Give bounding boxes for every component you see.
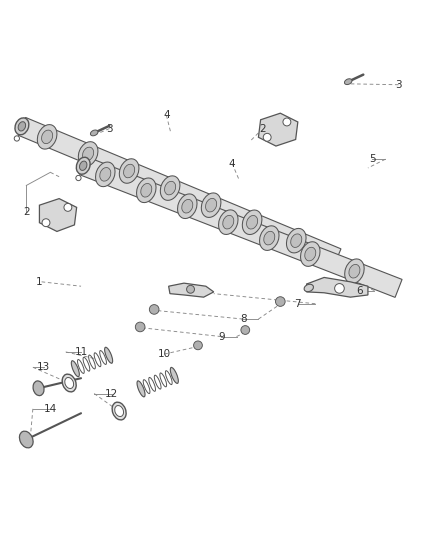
Text: 2: 2 [259, 124, 266, 134]
Polygon shape [307, 278, 368, 297]
Ellipse shape [205, 198, 217, 212]
Circle shape [149, 304, 159, 314]
Circle shape [135, 322, 145, 332]
Text: 13: 13 [37, 362, 50, 372]
Text: 5: 5 [369, 154, 376, 164]
Ellipse shape [141, 183, 152, 197]
Ellipse shape [19, 431, 33, 448]
Ellipse shape [37, 125, 57, 149]
Ellipse shape [170, 367, 178, 383]
Circle shape [64, 204, 72, 211]
Circle shape [263, 133, 271, 141]
Text: 3: 3 [106, 124, 113, 134]
Text: 10: 10 [158, 349, 171, 359]
Ellipse shape [95, 162, 115, 187]
Ellipse shape [80, 161, 87, 171]
Ellipse shape [286, 229, 306, 253]
Ellipse shape [83, 147, 94, 161]
Ellipse shape [300, 242, 320, 266]
Ellipse shape [90, 130, 98, 136]
Ellipse shape [160, 176, 180, 200]
Ellipse shape [260, 226, 279, 251]
Ellipse shape [76, 157, 90, 174]
Text: 12: 12 [105, 389, 118, 399]
Circle shape [42, 219, 50, 227]
Ellipse shape [305, 247, 316, 261]
Circle shape [187, 285, 194, 293]
Circle shape [14, 136, 19, 141]
Ellipse shape [165, 181, 176, 195]
Text: 7: 7 [294, 298, 301, 309]
Polygon shape [258, 113, 298, 146]
Circle shape [276, 297, 285, 306]
Circle shape [194, 341, 202, 350]
Ellipse shape [105, 348, 113, 364]
Text: 1: 1 [36, 277, 43, 287]
Polygon shape [18, 117, 341, 266]
Ellipse shape [65, 377, 74, 389]
Circle shape [241, 326, 250, 334]
Text: 3: 3 [395, 80, 402, 90]
Ellipse shape [33, 381, 44, 395]
Ellipse shape [62, 374, 76, 392]
Ellipse shape [344, 79, 352, 85]
Ellipse shape [247, 215, 258, 229]
Ellipse shape [242, 210, 262, 235]
Ellipse shape [124, 164, 134, 178]
Ellipse shape [201, 193, 221, 217]
Polygon shape [80, 157, 402, 297]
Ellipse shape [223, 215, 234, 229]
Text: 4: 4 [163, 110, 170, 120]
Ellipse shape [304, 284, 314, 292]
Polygon shape [169, 283, 214, 297]
Text: 9: 9 [218, 332, 225, 342]
Text: 2: 2 [23, 207, 30, 217]
Circle shape [335, 284, 344, 293]
Circle shape [76, 175, 81, 181]
Ellipse shape [71, 361, 79, 377]
Text: 6: 6 [356, 286, 363, 296]
Text: 14: 14 [44, 404, 57, 414]
Ellipse shape [78, 142, 98, 166]
Ellipse shape [177, 194, 197, 219]
Ellipse shape [182, 199, 193, 213]
Text: 11: 11 [74, 347, 88, 357]
Ellipse shape [137, 381, 145, 397]
Ellipse shape [291, 234, 302, 247]
Ellipse shape [15, 118, 29, 135]
Text: 4: 4 [229, 159, 236, 168]
Ellipse shape [137, 178, 156, 203]
Ellipse shape [119, 159, 139, 183]
Ellipse shape [349, 264, 360, 278]
Text: 8: 8 [240, 314, 247, 324]
Ellipse shape [264, 231, 275, 245]
Ellipse shape [112, 402, 126, 420]
Circle shape [283, 118, 291, 126]
Ellipse shape [219, 210, 238, 235]
Polygon shape [39, 199, 77, 231]
Ellipse shape [345, 259, 364, 284]
Ellipse shape [18, 122, 26, 131]
Ellipse shape [100, 167, 111, 181]
Ellipse shape [42, 130, 53, 143]
Ellipse shape [115, 406, 124, 417]
